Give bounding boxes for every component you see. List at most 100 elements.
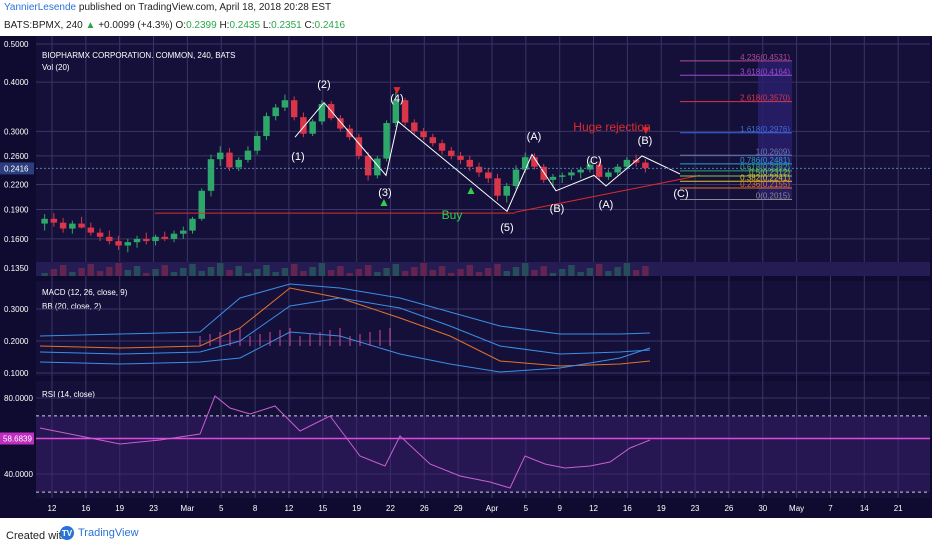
volume-bar: [69, 272, 76, 276]
fibonacci-label: 1(0.2609): [756, 147, 791, 156]
time-tick-label: 15: [318, 504, 327, 513]
volume-bar: [59, 265, 67, 276]
wave-annotation: Huge rejection: [573, 120, 650, 134]
fibonacci-label: 1.618(0.2976): [740, 125, 790, 134]
candle-body: [50, 218, 58, 223]
candle-body: [115, 241, 122, 246]
volume-bar: [568, 265, 575, 276]
candle-body: [568, 172, 575, 176]
rising-trendline: [514, 174, 701, 213]
volume-bar: [448, 273, 455, 276]
price-tick-label: 0.1900: [4, 206, 29, 215]
candle-body: [189, 218, 196, 231]
candle-body: [549, 176, 557, 180]
up-arrow-icon: ▲: [85, 20, 96, 31]
candle-body: [87, 227, 95, 233]
candle-body: [512, 169, 520, 187]
author-link[interactable]: YannierLesende: [4, 2, 77, 13]
time-tick-label: 19: [115, 504, 124, 513]
candle-body: [41, 218, 48, 224]
volume-bar: [189, 264, 196, 276]
candle-body: [577, 169, 584, 173]
candle-body: [420, 131, 427, 138]
time-tick-label: 19: [657, 504, 666, 513]
fibonacci-label: 0.236(0.2155): [740, 180, 790, 189]
candle-body: [475, 166, 483, 173]
candle-body: [253, 136, 261, 151]
rsi-value-label: 58.6839: [3, 435, 32, 444]
time-tick-label: 26: [420, 504, 429, 513]
volume-bar: [364, 265, 372, 276]
wave-annotation: (4): [390, 93, 403, 105]
volume-bar: [337, 266, 344, 276]
wave-annotation: (3): [378, 187, 391, 199]
buy-arrow-icon: ▲: [378, 195, 390, 209]
rsi-tick-label: 40.0000: [4, 470, 33, 479]
candle-body: [374, 158, 381, 176]
candle-body: [383, 123, 390, 159]
volume-bar: [96, 271, 104, 276]
volume-bar: [614, 267, 621, 276]
price-tick-label: 0.5000: [4, 40, 29, 49]
bb-label: BB (20, close, 2): [42, 302, 101, 311]
candle-body: [133, 238, 141, 243]
candle-body: [226, 152, 233, 168]
candle-body: [152, 236, 159, 242]
volume-bar: [355, 269, 363, 276]
candle-body: [540, 166, 547, 180]
time-axis: [0, 498, 932, 518]
candle-body: [96, 232, 104, 237]
time-tick-label: Apr: [486, 504, 499, 513]
price-tick-label: 0.4000: [4, 78, 29, 87]
candle-body: [318, 104, 326, 122]
volume-bar: [272, 272, 279, 276]
candle-body: [281, 100, 289, 108]
candle-body: [198, 190, 205, 219]
macd-line: [39, 287, 651, 367]
volume-bar: [521, 263, 529, 276]
candle-body: [59, 222, 67, 229]
volume-bar: [346, 273, 353, 276]
fibonacci-label: 3.618(0.4164): [740, 67, 790, 76]
volume-bar: [503, 271, 510, 276]
change-value: +0.0099 (+4.3%): [98, 20, 173, 31]
candle-body: [531, 157, 538, 167]
volume-bar: [595, 264, 603, 276]
fibonacci-label: 0.618(0.2382): [740, 163, 790, 172]
volume-bar: [300, 271, 307, 276]
volume-bar: [420, 263, 427, 276]
volume-bar: [374, 272, 381, 276]
volume-bar: [216, 263, 224, 276]
candle-body: [170, 233, 178, 239]
candle-body: [337, 118, 344, 129]
time-tick-label: 12: [589, 504, 598, 513]
candle-body: [401, 100, 409, 123]
volume-bar: [512, 267, 520, 276]
volume-bar: [531, 270, 538, 276]
created-with-label: Created with: [6, 530, 68, 542]
candle-body: [78, 223, 85, 228]
volume-bar: [41, 273, 48, 276]
volume-bar: [457, 269, 464, 276]
published-info: published on TradingView.com, April 18, …: [78, 2, 332, 13]
last-price-tag: [0, 162, 34, 175]
rsi-line: [39, 395, 651, 489]
candle-body: [429, 137, 437, 144]
candle-body: [466, 159, 474, 167]
tradingview-link[interactable]: TV TradingView: [60, 526, 139, 540]
time-tick-label: 21: [894, 504, 903, 513]
candle-body: [69, 223, 76, 229]
wave-annotation: (1): [291, 151, 304, 163]
chart-canvas[interactable]: 0.5000 0.4000 0.3000 0.2600 0.2200 0.1900 0.16…: [0, 36, 932, 518]
time-tick-label: 14: [860, 504, 869, 513]
candle-body: [244, 150, 252, 160]
volume-bar: [327, 270, 335, 276]
tradingview-brand: TradingView: [78, 527, 139, 539]
time-tick-label: May: [789, 504, 804, 513]
volume-bar: [586, 268, 594, 276]
rsi-band: [36, 416, 930, 492]
candle-body: [180, 230, 187, 234]
wave-annotation: Buy: [442, 208, 463, 222]
macd-tick-label: 0.1000: [4, 369, 29, 378]
candle-body: [161, 236, 169, 239]
